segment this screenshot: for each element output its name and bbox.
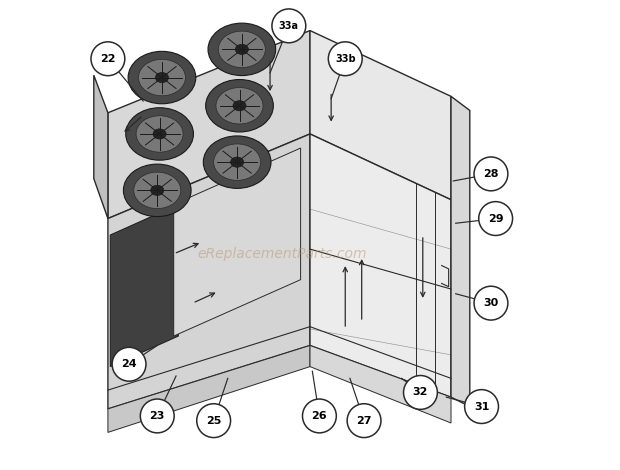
Ellipse shape [126, 108, 193, 160]
Polygon shape [108, 134, 310, 409]
Text: 23: 23 [149, 411, 165, 421]
Circle shape [112, 347, 146, 381]
Circle shape [329, 42, 362, 76]
Ellipse shape [156, 72, 169, 83]
Text: 22: 22 [100, 54, 116, 64]
Text: 25: 25 [206, 415, 221, 426]
Polygon shape [174, 148, 301, 336]
Text: 27: 27 [356, 415, 372, 426]
Ellipse shape [214, 144, 260, 180]
Polygon shape [310, 31, 451, 200]
Text: 29: 29 [488, 213, 503, 224]
Circle shape [197, 404, 231, 438]
Ellipse shape [123, 164, 191, 217]
Ellipse shape [128, 51, 196, 104]
Circle shape [479, 202, 513, 235]
Text: 28: 28 [483, 169, 498, 179]
Polygon shape [451, 96, 470, 407]
Ellipse shape [134, 172, 181, 209]
Ellipse shape [138, 59, 185, 96]
Polygon shape [94, 75, 108, 219]
Polygon shape [310, 345, 451, 423]
Ellipse shape [136, 116, 183, 152]
Circle shape [404, 376, 437, 409]
Circle shape [272, 9, 306, 43]
Ellipse shape [235, 44, 249, 55]
Text: 30: 30 [484, 298, 498, 308]
Ellipse shape [206, 79, 273, 132]
Text: 32: 32 [413, 387, 428, 398]
Ellipse shape [233, 101, 246, 111]
Circle shape [347, 404, 381, 438]
Ellipse shape [208, 23, 276, 76]
Ellipse shape [231, 157, 244, 167]
Text: 26: 26 [312, 411, 327, 421]
Text: 24: 24 [122, 359, 137, 369]
Ellipse shape [218, 31, 265, 68]
Text: 33b: 33b [335, 54, 355, 64]
Text: 33a: 33a [279, 21, 299, 31]
Circle shape [474, 286, 508, 320]
Text: eReplacementParts.com: eReplacementParts.com [197, 247, 366, 261]
Ellipse shape [151, 185, 164, 196]
Ellipse shape [203, 136, 271, 188]
Text: 31: 31 [474, 401, 489, 412]
Circle shape [464, 390, 498, 423]
Circle shape [474, 157, 508, 191]
Circle shape [303, 399, 336, 433]
Ellipse shape [153, 129, 166, 139]
Polygon shape [110, 204, 179, 367]
Polygon shape [108, 31, 310, 219]
Polygon shape [310, 134, 451, 397]
Circle shape [140, 399, 174, 433]
Circle shape [91, 42, 125, 76]
Ellipse shape [216, 87, 263, 124]
Polygon shape [108, 345, 310, 432]
